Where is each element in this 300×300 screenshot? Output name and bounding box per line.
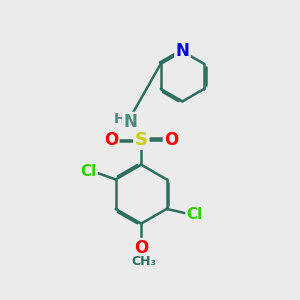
Text: O: O [164,131,178,149]
Text: H: H [114,112,125,126]
Text: O: O [104,131,118,149]
Text: Cl: Cl [187,207,203,222]
Text: N: N [123,113,137,131]
Text: N: N [176,42,189,60]
Text: Cl: Cl [80,164,97,179]
Text: O: O [134,239,148,257]
Text: S: S [135,131,148,149]
Text: CH₃: CH₃ [131,254,156,268]
